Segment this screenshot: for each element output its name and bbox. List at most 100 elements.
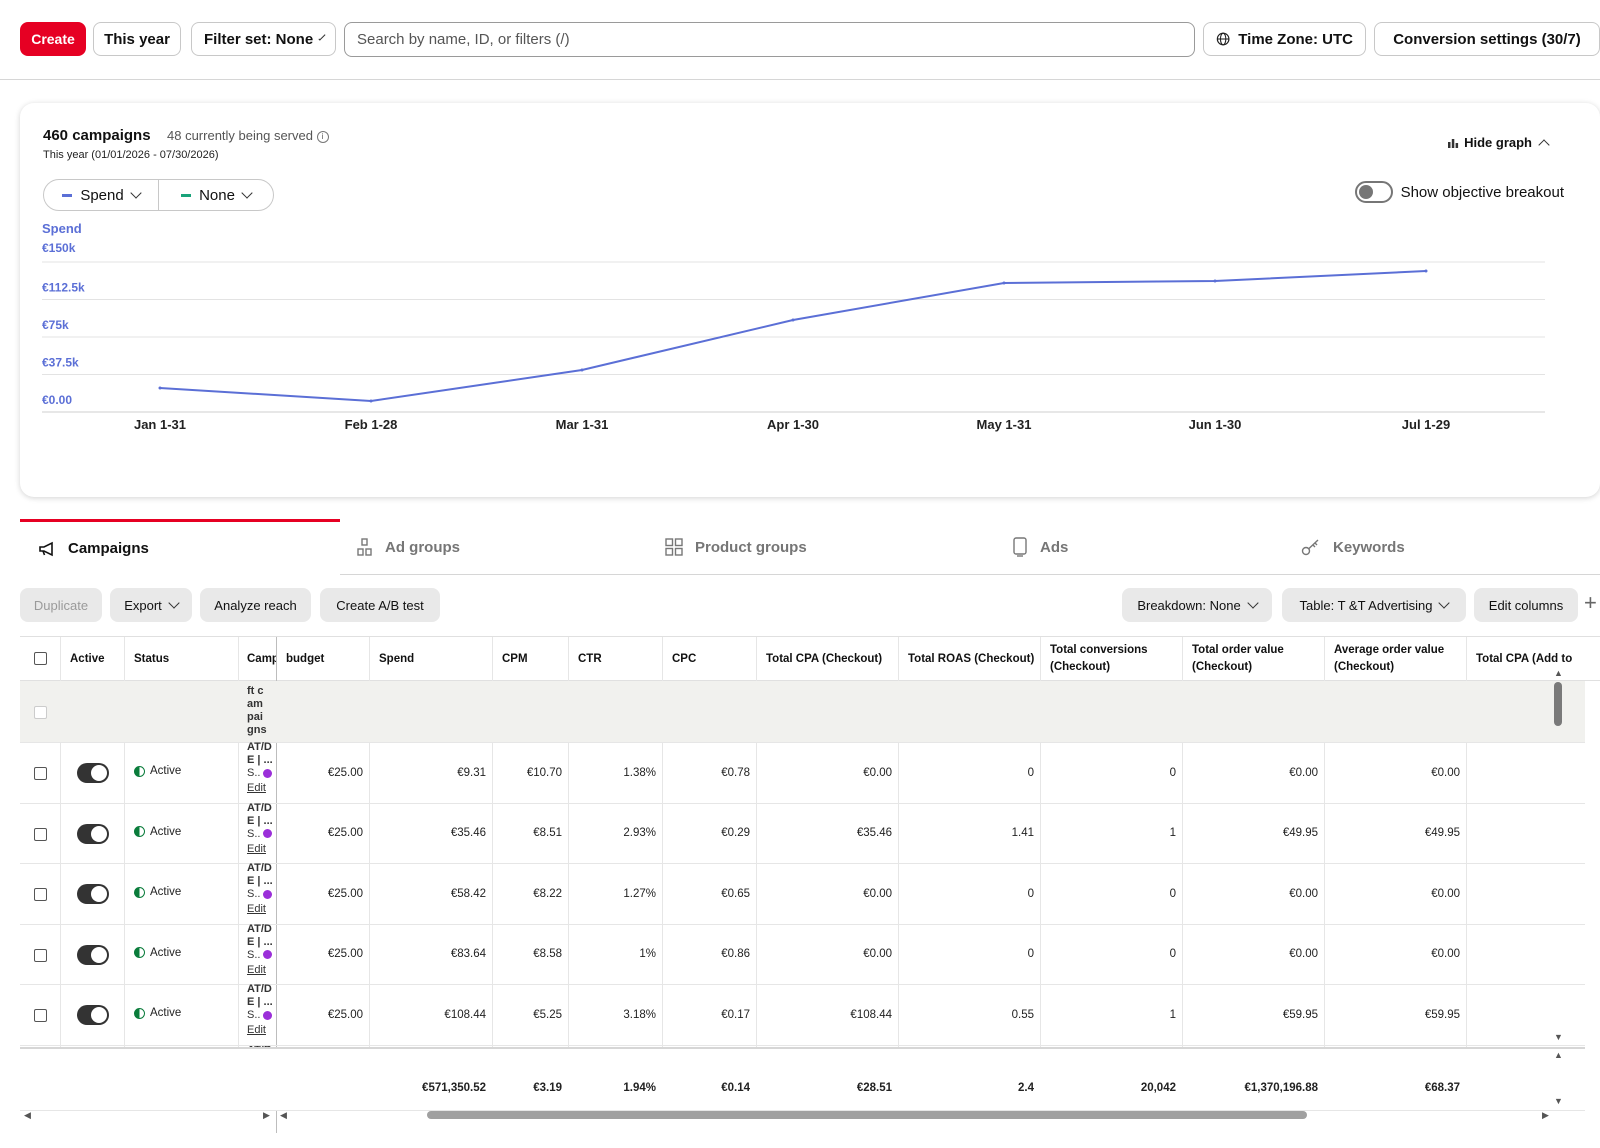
scroll-up-icon[interactable]: ▲ bbox=[1554, 1050, 1563, 1060]
edit-link[interactable]: Edit bbox=[247, 963, 266, 976]
edit-link[interactable]: Edit bbox=[247, 842, 266, 855]
row-checkbox[interactable] bbox=[34, 948, 47, 962]
column-header[interactable]: Average order value (Checkout) bbox=[1334, 644, 1445, 673]
create-ab-test-button[interactable]: Create A/B test bbox=[320, 588, 440, 622]
tab-product-groups[interactable]: Product groups bbox=[665, 519, 965, 575]
column-header[interactable]: Spend bbox=[379, 652, 415, 665]
scroll-down-icon[interactable]: ▼ bbox=[1554, 1032, 1563, 1042]
active-toggle[interactable] bbox=[77, 823, 109, 844]
export-label: Export bbox=[124, 597, 162, 613]
campaign-name[interactable]: AT/D E | ... S.. Edit bbox=[247, 983, 277, 1037]
column-divider bbox=[492, 637, 493, 1109]
secondary-metric-dropdown[interactable]: None bbox=[159, 180, 273, 210]
column-header[interactable]: Camp bbox=[247, 652, 276, 665]
status-active-icon bbox=[134, 765, 145, 777]
total-aov: €68.37 bbox=[1424, 1081, 1460, 1094]
campaign-name[interactable]: AT/D E | ... S.. Edit bbox=[247, 802, 277, 856]
campaign-name[interactable]: AT/D E | ... S.. Edit bbox=[247, 862, 277, 916]
campaign-type-icon bbox=[263, 829, 273, 839]
create-button[interactable]: Create bbox=[20, 22, 86, 56]
column-header[interactable]: CTR bbox=[578, 652, 602, 665]
table-preset-dropdown[interactable]: Table: T &T Advertising bbox=[1282, 588, 1466, 622]
total-cpa: €28.51 bbox=[856, 1081, 892, 1094]
draft-row: ft c am pai gns bbox=[20, 681, 1585, 743]
column-header[interactable]: Total CPA (Checkout) bbox=[766, 652, 883, 665]
tab-ads[interactable]: Ads bbox=[1012, 519, 1232, 575]
column-divider bbox=[568, 637, 569, 1109]
spend-data-point bbox=[158, 386, 162, 390]
column-header[interactable]: budget bbox=[286, 652, 325, 665]
spend-line-chart: Spend €0.00 €37.5k €75k €112.5k €150k Jan 1-31… bbox=[42, 221, 1545, 432]
column-header[interactable]: Total CPA (Add to bbox=[1476, 652, 1573, 665]
row-checkbox[interactable] bbox=[34, 1009, 47, 1022]
active-toggle[interactable] bbox=[77, 763, 109, 783]
vertical-scrollbar[interactable] bbox=[1554, 682, 1562, 726]
tab-ad-groups[interactable]: Ad groups bbox=[357, 519, 637, 575]
status-active-icon bbox=[134, 947, 145, 958]
status-label: Active bbox=[150, 946, 182, 959]
analyze-reach-button[interactable]: Analyze reach bbox=[200, 588, 311, 622]
column-header[interactable]: Active bbox=[70, 652, 105, 665]
duplicate-button[interactable]: Duplicate bbox=[20, 588, 102, 622]
column-divider bbox=[756, 637, 757, 1109]
scroll-left-icon[interactable]: ◀ bbox=[24, 1110, 31, 1120]
row-checkbox[interactable] bbox=[34, 827, 47, 841]
campaign-name[interactable]: AT/D E | ... S.. Edit bbox=[247, 923, 277, 977]
scroll-right-icon[interactable]: ▶ bbox=[263, 1110, 270, 1120]
active-toggle[interactable] bbox=[77, 944, 109, 965]
table-row[interactable]: Active AT/D E | ... S.. Edit €25.00 €83.64 €8.… bbox=[20, 923, 1585, 985]
table-row[interactable]: Active AT/D E | ... S.. Edit €25.00 €108.44 €5… bbox=[20, 983, 1585, 1046]
column-header[interactable]: Total ROAS (Checkout) bbox=[908, 652, 1035, 665]
breakdown-dropdown[interactable]: Breakdown: None bbox=[1122, 588, 1272, 622]
scroll-down-icon[interactable]: ▼ bbox=[1554, 1096, 1563, 1106]
campaign-name[interactable]: AT/D E | ... S.. Edit bbox=[247, 741, 277, 795]
select-all-checkbox[interactable] bbox=[34, 652, 47, 665]
active-toggle[interactable] bbox=[77, 1005, 109, 1025]
cell-budget: €25.00 bbox=[327, 827, 363, 840]
edit-link[interactable]: Edit bbox=[247, 1024, 266, 1036]
filter-set-dropdown[interactable]: Filter set: None bbox=[191, 22, 336, 56]
timezone-button[interactable]: Time Zone: UTC bbox=[1203, 22, 1366, 56]
x-tick-label: Apr 1-30 bbox=[767, 417, 819, 432]
add-column-button[interactable]: + bbox=[1584, 590, 1597, 615]
scroll-left-icon[interactable]: ◀ bbox=[280, 1110, 287, 1120]
info-icon[interactable]: i bbox=[316, 130, 329, 143]
column-header[interactable]: Total order value (Checkout) bbox=[1192, 644, 1284, 673]
edit-link[interactable]: Edit bbox=[247, 903, 266, 915]
cell-cpm: €8.22 bbox=[533, 887, 562, 900]
column-header[interactable]: CPM bbox=[502, 652, 528, 665]
edit-columns-button[interactable]: Edit columns bbox=[1474, 588, 1578, 622]
column-header[interactable]: Status bbox=[134, 652, 170, 665]
table-row[interactable]: Active AT/D E | ... S.. Edit €25.00 €9.31 €10.… bbox=[20, 741, 1585, 804]
cell-cpc: €0.29 bbox=[721, 827, 750, 840]
date-range-button[interactable]: This year bbox=[93, 22, 181, 56]
cell-cpa: €108.44 bbox=[850, 1008, 892, 1021]
row-checkbox[interactable] bbox=[34, 767, 47, 780]
horizontal-scrollbar[interactable] bbox=[427, 1111, 1307, 1119]
primary-metric-dropdown[interactable]: Spend bbox=[44, 180, 159, 210]
objective-breakout-toggle[interactable] bbox=[1354, 181, 1393, 203]
campaign-name-text: AT/D E | ... bbox=[247, 801, 273, 827]
column-header[interactable]: Total conversions (Checkout) bbox=[1050, 644, 1148, 673]
row-checkbox[interactable] bbox=[34, 888, 47, 901]
scroll-right-icon[interactable]: ▶ bbox=[1542, 1110, 1549, 1120]
table-actions: Duplicate Export Analyze reach Create A/… bbox=[20, 588, 1600, 622]
edit-link[interactable]: Edit bbox=[247, 782, 266, 794]
search-input[interactable]: Search by name, ID, or filters (/) bbox=[344, 22, 1195, 57]
hide-graph-button[interactable]: Hide graph bbox=[1447, 135, 1550, 151]
tab-campaigns[interactable]: Campaigns bbox=[20, 519, 340, 575]
tab-keywords[interactable]: Keywords bbox=[1301, 519, 1501, 575]
cell-roas: 0 bbox=[1027, 948, 1034, 961]
table-row[interactable]: Active AT/D E | ... S.. Edit €25.00 €35.46 €8.… bbox=[20, 802, 1585, 864]
cell-ctr: 1.38% bbox=[623, 766, 656, 779]
conversion-settings-button[interactable]: Conversion settings (30/7) bbox=[1374, 22, 1600, 56]
export-dropdown[interactable]: Export bbox=[110, 588, 192, 622]
active-toggle[interactable] bbox=[77, 884, 109, 904]
grid-icon bbox=[665, 538, 683, 556]
table-row[interactable]: Active AT/D E | ... S.. Edit €25.00 €58.42 €8.… bbox=[20, 862, 1585, 925]
tab-label: Campaigns bbox=[68, 540, 149, 557]
scroll-up-icon[interactable]: ▲ bbox=[1554, 668, 1563, 678]
cell-aov: €0.00 bbox=[1431, 766, 1460, 779]
column-header[interactable]: CPC bbox=[672, 652, 697, 665]
draft-campaign-name: ft c am pai gns bbox=[247, 685, 267, 736]
